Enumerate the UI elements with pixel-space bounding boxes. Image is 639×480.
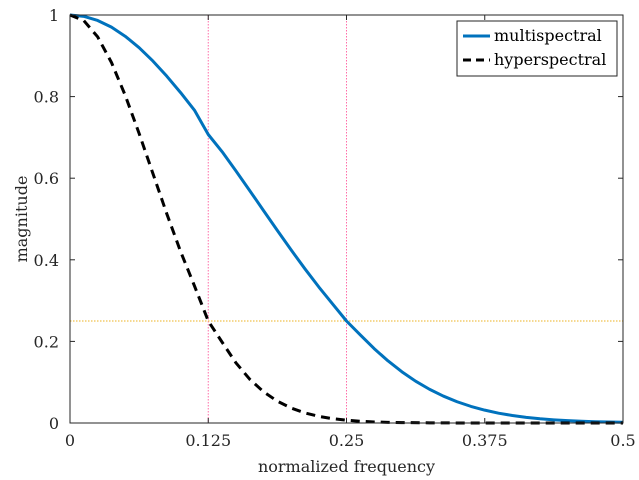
- legend-label-hyperspectral: hyperspectral: [494, 50, 606, 69]
- x-axis-label: normalized frequency: [258, 457, 435, 476]
- legend: multispectral hyperspectral: [456, 20, 618, 77]
- legend-box: [456, 20, 618, 77]
- x-tick-label: 0.5: [610, 431, 635, 450]
- x-axis: 0 0.125 0.25 0.375 0.5: [65, 15, 636, 450]
- y-tick-label: 1: [49, 6, 59, 25]
- y-tick-label: 0.4: [34, 251, 59, 270]
- y-axis-label: magnitude: [12, 176, 31, 263]
- x-tick-label: 0.375: [462, 431, 508, 450]
- x-tick-label: 0.125: [185, 431, 231, 450]
- x-tick-label: 0: [65, 431, 75, 450]
- y-axis: 0 0.2 0.4 0.6 0.8 1: [34, 6, 623, 433]
- y-tick-label: 0: [49, 414, 59, 433]
- y-tick-label: 0.8: [34, 88, 59, 107]
- series-line-multispectral: [69, 13, 624, 424]
- x-tick-label: 0.25: [329, 431, 365, 450]
- y-tick-label: 0.2: [34, 332, 59, 351]
- y-tick-label: 0.6: [34, 169, 59, 188]
- legend-label-multispectral: multispectral: [494, 26, 602, 45]
